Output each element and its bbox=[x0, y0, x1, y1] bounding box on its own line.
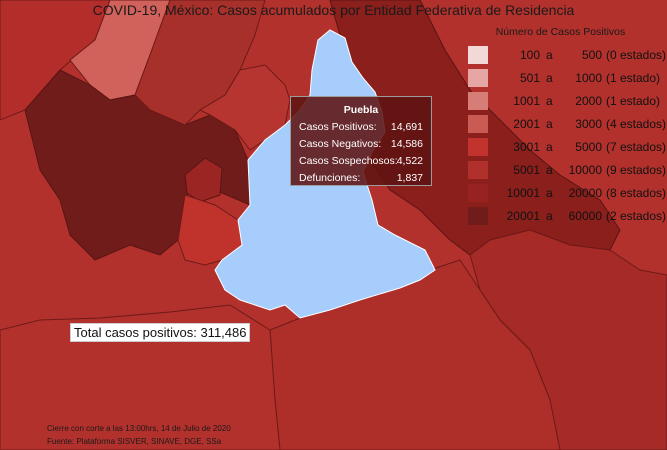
tooltip-row: Defunciones: 1,837 bbox=[291, 172, 431, 189]
legend-swatch bbox=[468, 207, 488, 225]
tooltip-row: Casos Negativos: 14,586 bbox=[291, 138, 431, 155]
legend-range-to: 60000 bbox=[568, 209, 602, 223]
legend-range-to: 5000 bbox=[575, 140, 602, 154]
legend-state-count: (7 estados) bbox=[606, 140, 667, 154]
tooltip-value: 14,586 bbox=[390, 138, 423, 150]
legend-state-count: (0 estados) bbox=[606, 48, 667, 62]
legend: Número de Casos Positivos 100 a 500 (0 esta… bbox=[458, 26, 667, 230]
legend-range-from: 501 bbox=[519, 71, 540, 85]
legend-range-from: 20001 bbox=[506, 209, 540, 223]
legend-item[interactable]: 501 a 1000 (1 estado) bbox=[458, 69, 663, 92]
legend-range-to: 2000 bbox=[575, 94, 602, 108]
tooltip-row: Casos Positivos: 14,691 bbox=[291, 121, 431, 138]
total-cases-label: Total casos positivos: 311,486 bbox=[70, 323, 251, 342]
legend-item[interactable]: 20001 a 60000 (2 estados) bbox=[458, 207, 667, 230]
legend-range-connector: a bbox=[546, 71, 553, 85]
state-region-central-north[interactable] bbox=[198, 64, 291, 151]
tooltip-label: Casos Sospechosos: bbox=[299, 155, 398, 167]
state-region-small-central[interactable] bbox=[184, 157, 223, 203]
map-title: COVID-19, México: Casos acumulados por E… bbox=[92, 2, 575, 18]
legend-range-from: 100 bbox=[519, 48, 540, 62]
tooltip-label: Casos Positivos: bbox=[299, 121, 377, 133]
legend-range-connector: a bbox=[546, 94, 553, 108]
legend-item[interactable]: 5001 a 10000 (9 estados) bbox=[458, 161, 667, 184]
state-tooltip: Puebla Casos Positivos: 14,691 Casos Negat… bbox=[290, 96, 432, 186]
legend-range-connector: a bbox=[546, 48, 553, 62]
legend-swatch bbox=[468, 184, 488, 202]
legend-range-connector: a bbox=[546, 186, 553, 200]
tooltip-row: Casos Sospechosos: 4,522 bbox=[291, 155, 431, 172]
legend-title: Número de Casos Positivos bbox=[495, 26, 626, 38]
tooltip-value: 4,522 bbox=[396, 155, 423, 167]
legend-state-count: (1 estado) bbox=[606, 94, 661, 108]
legend-swatch bbox=[468, 69, 488, 87]
legend-range-from: 1001 bbox=[513, 94, 540, 108]
legend-item[interactable]: 10001 a 20000 (8 estados) bbox=[458, 184, 667, 207]
legend-range-to: 10000 bbox=[568, 163, 602, 177]
legend-range-to: 500 bbox=[581, 48, 602, 62]
legend-swatch bbox=[468, 161, 488, 179]
legend-range-connector: a bbox=[546, 140, 553, 154]
legend-range-to: 1000 bbox=[575, 71, 602, 85]
legend-rows: 100 a 500 (0 estados) 501 a 1000 (1 estado) 1001… bbox=[458, 46, 667, 230]
tooltip-rows: Casos Positivos: 14,691 Casos Negativos: 14… bbox=[291, 121, 431, 189]
tooltip-value: 14,691 bbox=[390, 121, 423, 133]
tooltip-label: Casos Negativos: bbox=[299, 138, 382, 150]
tooltip-title: Puebla bbox=[343, 104, 379, 116]
legend-item[interactable]: 100 a 500 (0 estados) bbox=[458, 46, 667, 69]
footer-cutoff: Cierre con corte a las 13:00hrs, 14 de J… bbox=[47, 424, 231, 433]
legend-swatch bbox=[468, 138, 488, 156]
legend-range-from: 10001 bbox=[506, 186, 540, 200]
legend-swatch bbox=[468, 46, 488, 64]
legend-range-connector: a bbox=[546, 163, 553, 177]
legend-range-from: 3001 bbox=[513, 140, 540, 154]
legend-swatch bbox=[468, 92, 488, 110]
legend-range-connector: a bbox=[546, 209, 553, 223]
legend-range-to: 3000 bbox=[575, 117, 602, 131]
legend-range-connector: a bbox=[546, 117, 553, 131]
tooltip-label: Defunciones: bbox=[299, 172, 361, 184]
legend-state-count: (2 estados) bbox=[606, 209, 667, 223]
legend-swatch bbox=[468, 115, 488, 133]
legend-range-from: 2001 bbox=[513, 117, 540, 131]
legend-state-count: (8 estados) bbox=[606, 186, 667, 200]
footer-source: Fuente: Plataforma SISVER, SINAVE, DGE, … bbox=[47, 437, 222, 446]
legend-item[interactable]: 3001 a 5000 (7 estados) bbox=[458, 138, 667, 161]
legend-range-from: 5001 bbox=[513, 163, 540, 177]
legend-state-count: (1 estado) bbox=[606, 71, 661, 85]
legend-item[interactable]: 2001 a 3000 (4 estados) bbox=[458, 115, 667, 138]
legend-range-to: 20000 bbox=[568, 186, 602, 200]
tooltip-value: 1,837 bbox=[396, 172, 423, 184]
legend-item[interactable]: 1001 a 2000 (1 estado) bbox=[458, 92, 663, 115]
legend-state-count: (9 estados) bbox=[606, 163, 667, 177]
legend-state-count: (4 estados) bbox=[606, 117, 667, 131]
